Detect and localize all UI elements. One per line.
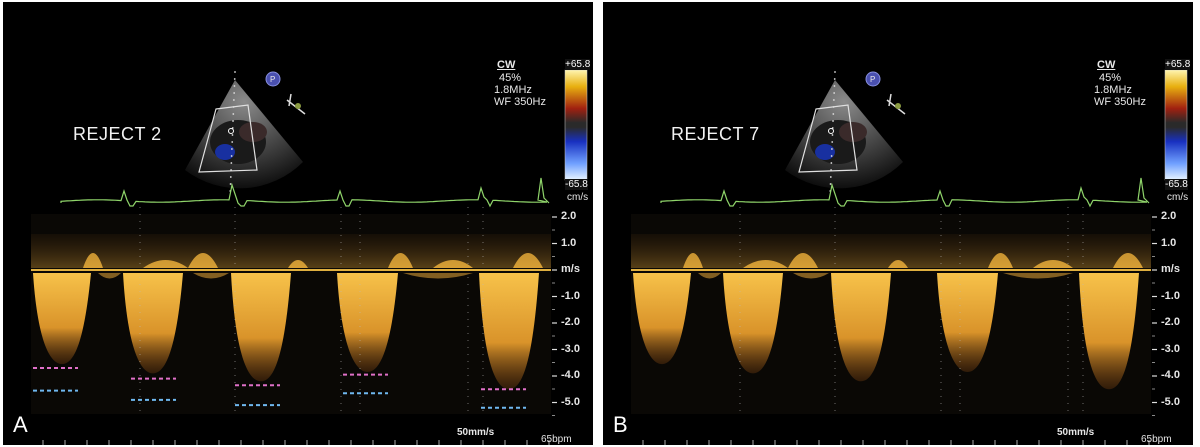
velocity-tick-label: m/s <box>1161 263 1180 275</box>
echo-sector <box>185 71 303 192</box>
scale-top-b: +65.8 <box>1165 59 1191 70</box>
ecg-trace <box>660 177 1150 208</box>
wf-label-b: WF 350Hz <box>1094 96 1146 108</box>
doppler-image-a <box>31 69 588 445</box>
velocity-tick-label: 2.0 <box>1161 210 1177 222</box>
velocity-tick-label: -1.0 <box>1161 289 1180 302</box>
velocity-tick-label: -3.0 <box>1161 342 1180 355</box>
power-label-a: 45% <box>499 72 522 84</box>
sweep-speed-b: 50mm/s <box>1057 427 1095 438</box>
probe-orientation-icon <box>286 93 306 115</box>
panel-letter-a: A <box>13 412 28 437</box>
doppler-panel-b: REJECT 7 B CW 45% 1.8MHz WF 350Hz +65.8 … <box>603 2 1193 445</box>
scale-unit-a: cm/s <box>567 192 589 203</box>
reject-label-a: REJECT 2 <box>73 124 162 144</box>
scale-bottom-b: -65.8 <box>1165 179 1188 190</box>
velocity-tick-label: 1.0 <box>561 236 577 249</box>
reject-label-b: REJECT 7 <box>671 124 760 144</box>
sweep-speed-a: 50mm/s <box>457 427 495 438</box>
velocity-tick-label: -4.0 <box>1161 369 1180 381</box>
velocity-tick-label: -2.0 <box>1161 316 1180 328</box>
probe-marker-a: P <box>270 75 276 84</box>
scale-bottom-a: -65.8 <box>565 179 588 190</box>
heart-rate-a: 65bpm <box>541 434 572 445</box>
velocity-tick-label: m/s <box>561 263 580 275</box>
mode-label-a: CW <box>497 59 516 71</box>
freq-label-a: 1.8MHz <box>494 84 532 96</box>
velocity-tick-label: -5.0 <box>1161 395 1180 408</box>
doppler-image-b <box>631 69 1188 445</box>
scale-top-a: +65.8 <box>565 59 591 70</box>
color-scale-bar <box>564 69 588 181</box>
panel-letter-b: B <box>613 412 628 437</box>
scale-unit-b: cm/s <box>1167 192 1189 203</box>
power-label-b: 45% <box>1099 72 1122 84</box>
velocity-tick-label: -4.0 <box>561 369 580 381</box>
probe-orientation-icon <box>886 93 906 115</box>
velocity-tick-label: -5.0 <box>561 395 580 408</box>
velocity-tick-label: 2.0 <box>561 210 577 222</box>
ecg-trace <box>60 177 550 208</box>
doppler-panel-a: REJECT 2 A CW 45% 1.8MHz WF 350Hz +65.8 … <box>3 2 593 445</box>
velocity-tick-label: -3.0 <box>561 342 580 355</box>
freq-label-b: 1.8MHz <box>1094 84 1132 96</box>
color-scale-bar <box>1164 69 1188 181</box>
velocity-tick-label: -2.0 <box>561 316 580 328</box>
mode-label-b: CW <box>1097 59 1116 71</box>
velocity-tick-label: 1.0 <box>1161 236 1177 249</box>
wf-label-a: WF 350Hz <box>494 96 546 108</box>
velocity-tick-label: -1.0 <box>561 289 580 302</box>
heart-rate-b: 65bpm <box>1141 434 1172 445</box>
echo-sector <box>785 71 903 192</box>
probe-marker-b: P <box>870 75 876 84</box>
